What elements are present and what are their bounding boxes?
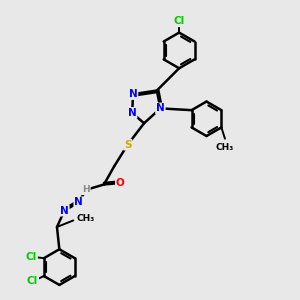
Text: CH₃: CH₃: [76, 214, 94, 224]
Text: H: H: [82, 185, 90, 194]
Text: O: O: [116, 178, 125, 188]
Text: N: N: [129, 89, 137, 99]
Text: N: N: [156, 103, 165, 113]
Text: Cl: Cl: [26, 252, 37, 262]
Text: CH₃: CH₃: [216, 143, 234, 152]
Text: N: N: [60, 206, 69, 216]
Text: Cl: Cl: [27, 276, 38, 286]
Text: N: N: [128, 108, 136, 118]
Text: Cl: Cl: [173, 16, 185, 26]
Text: N: N: [74, 197, 83, 207]
Text: S: S: [124, 140, 131, 150]
